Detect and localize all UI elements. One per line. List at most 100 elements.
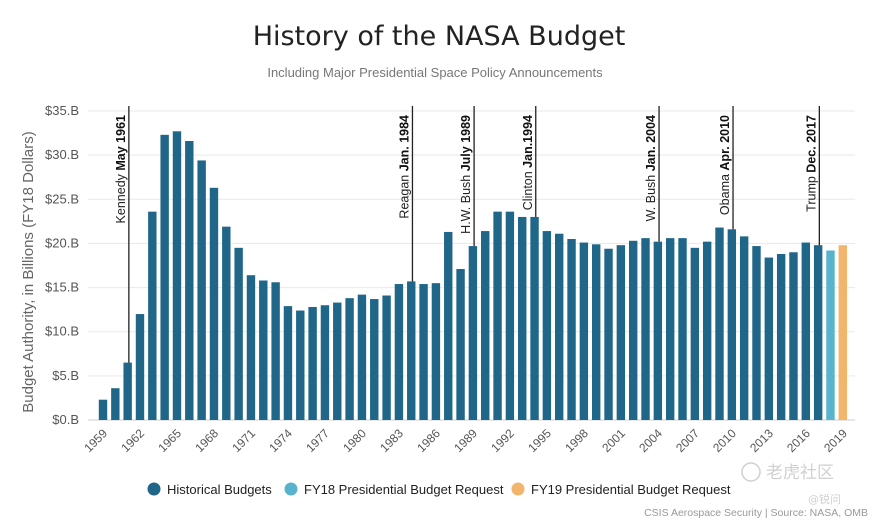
bar-historical-1965 [172, 131, 182, 420]
bar-fy18-2018 [826, 250, 835, 420]
annotation-label: Obama Apr. 2010 [718, 115, 732, 215]
x-tick-label: 1989 [451, 426, 480, 455]
bar-historical-2000 [604, 248, 613, 420]
bar-historical-2004 [653, 241, 663, 420]
bar-historical-1987 [444, 231, 453, 420]
y-tick-label: $15.B [45, 280, 79, 295]
legend-label: FY19 Presidential Budget Request [531, 482, 731, 497]
x-tick-label: 1998 [562, 426, 591, 455]
bar-historical-2003 [641, 238, 650, 420]
bar-historical-2005 [665, 238, 675, 420]
x-tick-label: 2007 [673, 426, 702, 455]
x-tick-label: 2019 [821, 426, 850, 455]
x-tick-label: 1974 [266, 426, 295, 455]
bar-historical-1970 [234, 247, 243, 420]
bar-historical-1973 [271, 282, 280, 420]
y-tick-label: $0.B [52, 412, 79, 427]
bar-historical-1968 [209, 187, 219, 420]
annotation-label: Trump Dec. 2017 [804, 115, 818, 212]
legend-item-fy19: FY19 Presidential Budget Request [511, 482, 731, 497]
annotation-obama: Obama Apr. 2010 [718, 106, 734, 230]
bar-historical-1978 [333, 302, 342, 420]
legend-swatch [284, 482, 298, 496]
x-tick-label: 2016 [784, 426, 813, 455]
x-tick-label: 1980 [340, 426, 369, 455]
bar-historical-2002 [628, 240, 638, 420]
annotation-label: Clinton Jan.1994 [521, 115, 535, 210]
bar-historical-1998 [579, 242, 589, 420]
annotation-clinton: Clinton Jan.1994 [521, 106, 537, 217]
legend-swatch [147, 482, 161, 496]
bar-historical-1967 [197, 160, 206, 420]
bar-historical-2001 [616, 245, 626, 420]
y-tick-label: $5.B [52, 368, 79, 383]
bar-historical-1994 [530, 216, 539, 420]
legend-label: Historical Budgets [167, 482, 272, 497]
annotation-label: H.W. Bush July 1989 [459, 115, 473, 234]
y-tick-label: $20.B [45, 235, 79, 250]
bar-historical-2010 [727, 229, 737, 420]
bar-historical-2017 [813, 245, 823, 420]
bar-historical-1983 [394, 284, 404, 420]
bar-historical-1992 [505, 211, 515, 420]
bar-historical-1980 [357, 294, 367, 420]
bar-historical-1988 [456, 269, 465, 420]
x-tick-label: 1995 [525, 426, 554, 455]
chart-subtitle: Including Major Presidential Space Polic… [267, 65, 603, 80]
legend: Historical Budgets FY18 Presidential Budg… [147, 482, 731, 497]
policy-annotations: Kennedy May 1961 Reagan Jan. 1984 H.W. Bus… [114, 106, 820, 363]
bar-historical-1976 [308, 306, 317, 420]
x-tick-label: 2004 [636, 426, 665, 455]
y-axis-label: Budget Authority, in Billions (FY18 Doll… [20, 131, 37, 413]
annotation-label: Kennedy May 1961 [114, 115, 128, 223]
annotation-label: W. Bush Jan. 2004 [644, 115, 658, 221]
bar-historical-1971 [246, 275, 256, 420]
bar-historical-1969 [222, 226, 231, 420]
legend-swatch [511, 482, 525, 496]
bar-historical-1982 [382, 295, 391, 420]
bars [98, 131, 847, 420]
annotation-trump: Trump Dec. 2017 [804, 106, 820, 246]
x-tick-label: 2001 [599, 426, 628, 455]
bar-historical-2016 [801, 242, 811, 420]
legend-item-fy18: FY18 Presidential Budget Request [284, 482, 504, 497]
annotation-w-bush: W. Bush Jan. 2004 [644, 106, 660, 242]
bar-historical-1975 [296, 310, 305, 420]
bar-historical-2012 [752, 246, 761, 420]
annotation-kennedy: Kennedy May 1961 [114, 106, 130, 363]
x-tick-label: 2013 [747, 426, 776, 455]
y-axis-ticks: $0.B $5.B $10.B $15.B $20.B $25.B $30.B $35.B [45, 103, 79, 427]
annotation-h-w-bush: H.W. Bush July 1989 [459, 106, 475, 247]
bar-historical-1999 [592, 244, 601, 420]
bar-historical-1966 [185, 141, 194, 420]
legend-label: FY18 Presidential Budget Request [304, 482, 504, 497]
bar-historical-1964 [160, 134, 169, 420]
watermark-logo-icon [741, 462, 761, 482]
y-tick-label: $25.B [45, 191, 79, 206]
watermark-brand: 老虎社区 [766, 463, 834, 483]
bar-historical-1991 [493, 211, 502, 420]
legend-item-historical: Historical Budgets [147, 482, 272, 497]
bar-historical-1962 [135, 314, 145, 420]
y-tick-label: $35.B [45, 103, 79, 118]
annotation-label: Reagan Jan. 1984 [397, 115, 411, 219]
x-tick-label: 1992 [488, 426, 517, 455]
bar-historical-1972 [259, 280, 268, 420]
bar-historical-1993 [518, 216, 527, 420]
x-tick-label: 1965 [155, 426, 184, 455]
watermark: 老虎社区 @锐问 [741, 462, 841, 506]
bar-historical-1979 [345, 298, 354, 420]
annotation-reagan: Reagan Jan. 1984 [397, 106, 414, 282]
source-note: CSIS Aerospace Security | Source: NASA, … [644, 507, 868, 519]
x-tick-label: 1968 [192, 426, 221, 455]
watermark-handle: @锐问 [808, 492, 841, 506]
y-tick-label: $30.B [45, 147, 79, 162]
y-tick-label: $10.B [45, 324, 79, 339]
bar-historical-2006 [678, 238, 687, 420]
x-axis-ticks: 1959 1962 1965 1968 1971 1974 1977 1980 1983 1986… [81, 426, 850, 455]
x-tick-label: 1962 [118, 426, 147, 455]
bar-historical-1985 [419, 284, 428, 420]
bar-historical-2013 [764, 257, 774, 420]
bar-fy19-2019 [838, 245, 847, 420]
